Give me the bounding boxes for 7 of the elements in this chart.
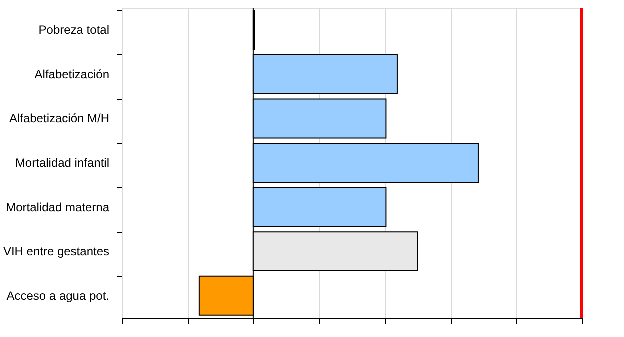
y-tick-label: VIH entre gestantes [3,244,110,259]
y-tick-label: Alfabetización [34,67,110,82]
y-tick-label: Mortalidad infantil [15,156,110,170]
y-tick-label: Alfabetización M/H [9,112,110,126]
y-tick-label: Pobreza total [38,23,110,38]
y-tick-label: Mortalidad materna [6,200,110,214]
y-tick-label: Acceso a agua pot. [6,288,110,303]
